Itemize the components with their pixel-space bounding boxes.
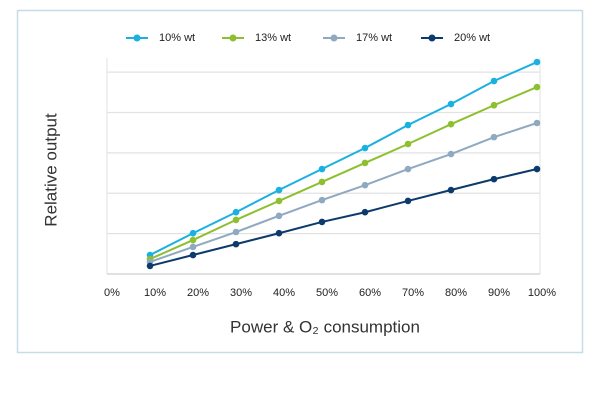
data-point (490, 133, 498, 141)
data-point (361, 159, 369, 167)
data-point (533, 58, 541, 66)
data-point (533, 83, 541, 91)
x-tick-label: 0% (104, 287, 120, 299)
legend-marker (133, 34, 141, 42)
series-line (149, 122, 538, 263)
y-axis-title: Relative output (41, 113, 60, 227)
data-point (189, 243, 197, 251)
x-axis-title: Power & O₂ consumption (230, 317, 420, 336)
frame (16, 9, 584, 354)
data-point (275, 229, 283, 237)
data-point (232, 228, 240, 236)
data-point (447, 120, 455, 128)
legend-label: 13% wt (255, 32, 291, 44)
data-point (275, 212, 283, 220)
data-point (361, 144, 369, 152)
data-point (318, 178, 326, 186)
data-point (404, 140, 412, 148)
data-point (447, 186, 455, 194)
legend-label: 10% wt (159, 32, 195, 44)
legend-label: 20% wt (454, 32, 490, 44)
x-tick-label: 30% (230, 287, 252, 299)
data-point (275, 197, 283, 205)
data-point (490, 175, 498, 183)
x-tick-label: 20% (187, 287, 209, 299)
data-point (318, 196, 326, 204)
data-point (490, 77, 498, 85)
data-point (189, 251, 197, 259)
x-tick-label: 90% (488, 287, 510, 299)
data-point (447, 150, 455, 158)
x-tick-label: 40% (273, 287, 295, 299)
x-tick-label: 60% (359, 287, 381, 299)
data-point (232, 216, 240, 224)
x-tick-label: 100% (528, 287, 556, 299)
data-point (318, 218, 326, 226)
x-tick-label: 50% (316, 287, 338, 299)
data-point (189, 236, 197, 244)
data-point (232, 240, 240, 248)
x-tick-label: 10% (144, 287, 166, 299)
data-point (490, 101, 498, 109)
data-point (404, 121, 412, 129)
data-point (404, 165, 412, 173)
data-point (189, 229, 197, 237)
series-line (149, 61, 538, 256)
data-point (275, 186, 283, 194)
data-point (533, 119, 541, 127)
data-point (404, 197, 412, 205)
legend-marker (330, 34, 338, 42)
series-line (149, 86, 538, 260)
data-point (361, 208, 369, 216)
legend-marker (229, 34, 237, 42)
data-point (232, 208, 240, 216)
x-tick-label: 80% (445, 287, 467, 299)
x-tick-label: 70% (402, 287, 424, 299)
data-point (447, 100, 455, 108)
data-point (318, 165, 326, 173)
series-line (149, 168, 538, 267)
legend-marker (428, 34, 436, 42)
legend-label: 17% wt (356, 32, 392, 44)
data-point (533, 165, 541, 173)
data-point (146, 262, 154, 270)
data-point (361, 181, 369, 189)
